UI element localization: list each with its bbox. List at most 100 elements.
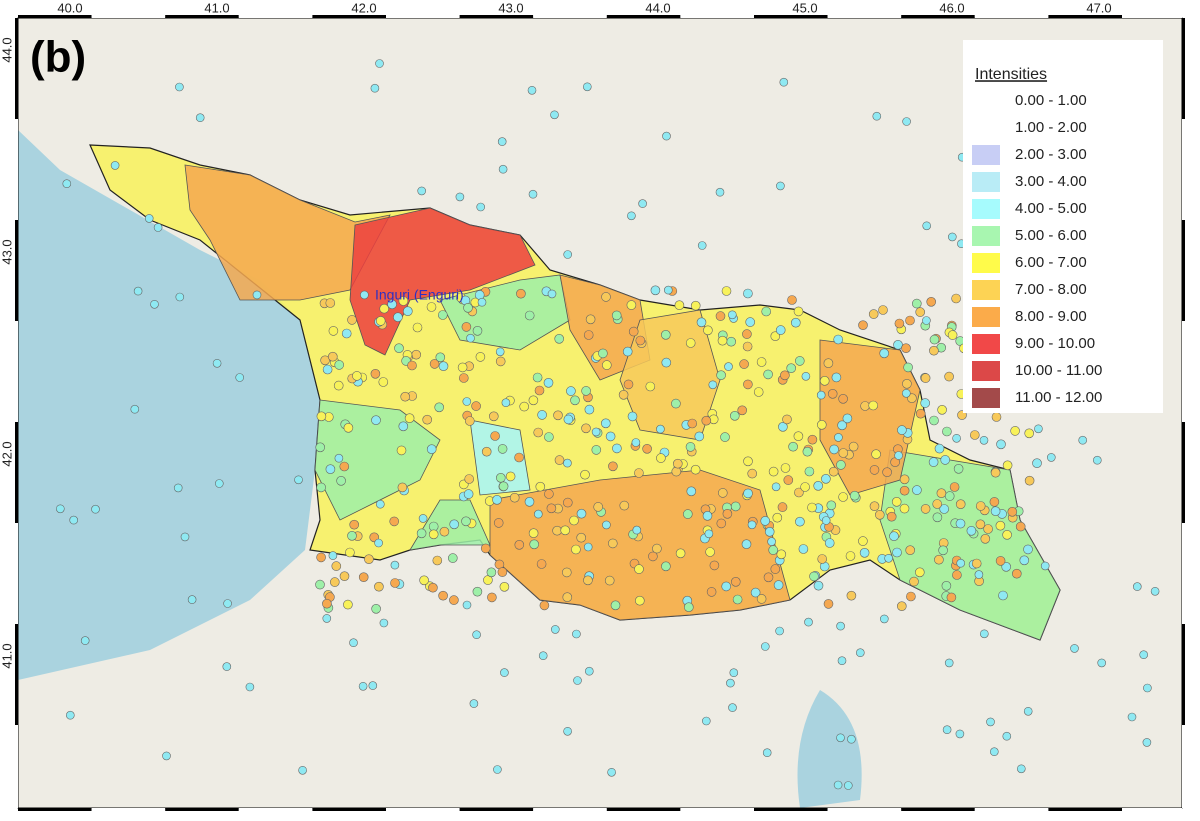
legend-swatch: [972, 388, 1000, 408]
station-dot: [1011, 568, 1022, 579]
station-dot: [859, 547, 870, 558]
station-dot: [807, 502, 817, 513]
station-dot: [995, 556, 1006, 566]
station-dot: [703, 325, 713, 336]
station-dot: [944, 491, 955, 501]
station-dot: [884, 553, 893, 563]
frame-segment: [1182, 523, 1185, 624]
station-dot: [720, 432, 730, 442]
frame-segment: [1048, 15, 1122, 18]
station-dot: [955, 729, 965, 739]
station-dot: [949, 482, 960, 492]
station-dot: [133, 286, 143, 296]
legend-swatch: [972, 226, 1000, 246]
station-dot: [584, 666, 594, 676]
station-dot: [986, 717, 995, 727]
station-dot: [378, 377, 389, 387]
station-dot: [941, 580, 952, 591]
station-dot: [671, 466, 682, 477]
station-dot: [364, 554, 374, 565]
station-dot: [800, 482, 810, 492]
station-dot: [343, 422, 354, 433]
station-dot: [407, 360, 417, 371]
legend-label: 4.00 - 5.00: [1015, 200, 1087, 217]
station-dot: [1016, 764, 1026, 774]
station-dot: [562, 497, 573, 508]
station-dot: [842, 413, 853, 424]
station-dot: [469, 699, 479, 708]
station-dot: [662, 131, 671, 141]
station-dot: [813, 480, 824, 491]
station-dot: [756, 594, 767, 604]
station-dot: [371, 603, 381, 614]
station-dot: [429, 359, 440, 369]
station-dot: [724, 362, 733, 371]
station-dot: [790, 317, 801, 328]
station-dot: [322, 598, 332, 609]
station-dot: [817, 554, 828, 564]
station-dot: [91, 504, 100, 514]
station-dot: [498, 164, 508, 174]
station-dot: [743, 456, 753, 467]
station-dot: [497, 444, 508, 454]
station-dot: [879, 614, 889, 624]
station-dot: [899, 503, 910, 514]
station-dot: [899, 485, 910, 496]
station-dot: [528, 189, 538, 199]
station-dot: [760, 642, 770, 651]
frame-segment: [238, 15, 313, 18]
station-dot: [333, 380, 344, 391]
station-dot: [858, 536, 868, 546]
frame-segment: [459, 808, 534, 811]
station-dot: [222, 662, 232, 671]
station-dot: [455, 192, 465, 202]
station-dot: [552, 525, 562, 536]
station-dot: [685, 442, 696, 452]
station-dot: [953, 463, 964, 474]
station-dot: [1001, 561, 1012, 572]
station-dot: [334, 453, 344, 463]
station-dot: [438, 361, 449, 372]
frame-segment: [18, 15, 92, 18]
station-dot: [824, 538, 835, 548]
station-dot: [922, 316, 931, 325]
station-dot: [764, 526, 775, 537]
station-dot: [721, 581, 732, 592]
station-dot: [878, 305, 888, 315]
station-dot: [838, 393, 848, 404]
station-dot: [788, 441, 798, 452]
station-dot: [706, 587, 717, 597]
station-dot: [868, 309, 879, 319]
station-dot: [763, 572, 774, 583]
station-dot: [1143, 683, 1152, 693]
station-dot: [990, 506, 1001, 517]
station-dot: [741, 539, 752, 550]
station-dot: [705, 547, 715, 557]
station-dot: [701, 415, 712, 426]
station-dot: [483, 575, 493, 585]
y-tick-label: 42.0: [0, 441, 14, 466]
station-dot: [892, 547, 902, 558]
station-dot: [375, 59, 384, 68]
station-dot: [560, 525, 571, 536]
station-dot: [583, 330, 594, 340]
place-label: Inguri (Enguri): [375, 287, 464, 303]
station-dot: [944, 371, 954, 382]
station-dot: [903, 362, 913, 373]
station-dot: [776, 549, 787, 560]
frame-segment: [827, 15, 902, 18]
legend-swatch: [972, 334, 1000, 354]
legend-label: 3.00 - 4.00: [1015, 173, 1087, 190]
station-dot: [942, 426, 952, 437]
station-dot: [650, 285, 661, 296]
station-dot: [979, 435, 989, 445]
legend: Intensities 0.00 - 1.00 1.00 - 2.00 2.00 -…: [963, 40, 1163, 413]
station-dot: [897, 425, 907, 435]
station-dot: [894, 451, 903, 460]
station-dot: [328, 551, 338, 560]
station-dot: [1139, 650, 1148, 660]
frame-segment: [1182, 321, 1185, 422]
legend-swatch: [972, 118, 1000, 138]
station-dot: [428, 529, 439, 540]
station-dot: [804, 617, 813, 627]
